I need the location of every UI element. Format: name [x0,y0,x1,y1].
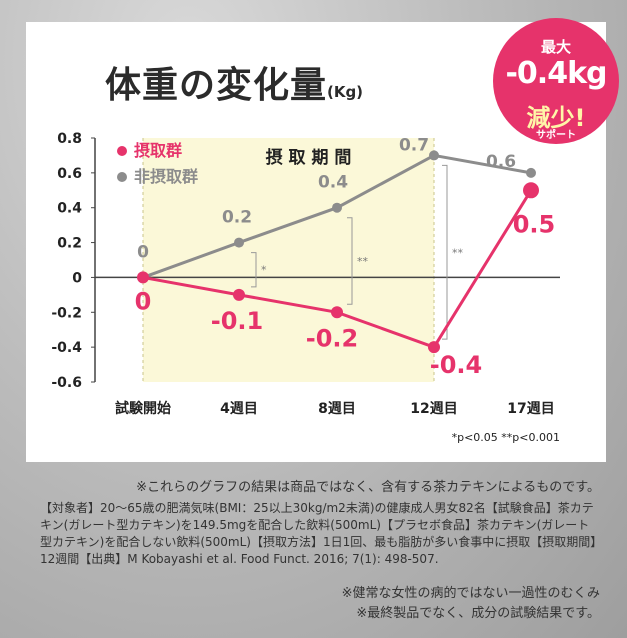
page-title: 体重の変化量(Kg) [0,56,468,108]
y-tick-label: 0.6 [57,166,82,182]
data-point [332,202,342,213]
badge-line-4: サポート [536,130,576,141]
intake-period-label: 摂 取 期 間 [266,147,352,168]
note-graph-disclaimer: ※これらのグラフの結果は商品ではなく、含有する茶カテキンによるものです。 [136,480,600,495]
legend-label: 非摂取群 [134,167,198,186]
legend-marker [117,146,127,156]
significance-mark: ** [357,255,369,268]
data-point [137,271,149,284]
x-category-label: 17週目 [507,401,554,417]
data-label: 0 [135,287,152,315]
data-label: -0.1 [211,307,263,335]
y-tick-label: 0 [72,270,82,286]
data-point [429,150,439,161]
significance-mark: ** [452,246,464,259]
max-reduction-badge: 最大 -0.4kg 減少! サポート [493,18,619,144]
data-label: -0.4 [430,351,482,379]
x-category-label: 8週目 [318,401,356,417]
legend-label: 摂取群 [134,141,182,160]
data-label: 0.5 [513,210,556,238]
significance-bracket [442,164,448,340]
data-point [331,306,343,319]
y-tick-label: 0.8 [57,131,82,147]
note-ingredient-test: ※最終製品でなく、成分の試験結果です。 [356,606,600,621]
title-text: 体重の変化量 [104,65,327,106]
significance-mark: * [261,264,267,277]
y-tick-label: -0.4 [51,340,82,356]
note-swelling: ※健常な女性の病的ではない一過性のむくみ [341,586,600,601]
badge-line-3: 減少! [526,104,586,132]
data-label: -0.2 [306,324,358,352]
data-point [523,182,539,199]
data-label: 0.2 [222,208,252,228]
weight-change-chart: 摂 取 期 間 0.8 0.6 0.4 0.2 0 -0.2 -0.4 -0.6 試験開始 4週目 8… [51,131,560,444]
badge-line-2: -0.4kg [505,56,607,91]
data-label: 0 [137,242,149,262]
badge-line-1: 最大 [540,38,571,56]
note-study-details: 【対象者】20～65歳の肥満気味(BMI：25以上30kg/m2未満)の健康成人… [40,501,597,566]
x-category-label: 試験開始 [115,400,171,417]
title-unit: (Kg) [326,83,364,101]
y-tick-label: 0.2 [57,236,82,252]
significance-bracket [347,217,353,305]
legend-marker [117,172,127,182]
data-label: 0.6 [486,152,516,172]
y-tick-label: -0.6 [51,375,82,391]
data-point [234,237,244,248]
significance-bracket [251,252,257,288]
data-label: 0.4 [318,173,348,193]
y-tick-label: -0.2 [51,305,82,321]
p-value-footnote: *p<0.05 **p<0.001 [452,431,560,444]
x-category-label: 4週目 [220,401,258,417]
data-point [428,341,440,354]
x-category-label: 12週目 [410,401,457,417]
data-point [233,288,245,301]
data-point [526,167,536,178]
data-label: 0.7 [399,135,429,155]
y-tick-label: 0.4 [57,201,82,217]
